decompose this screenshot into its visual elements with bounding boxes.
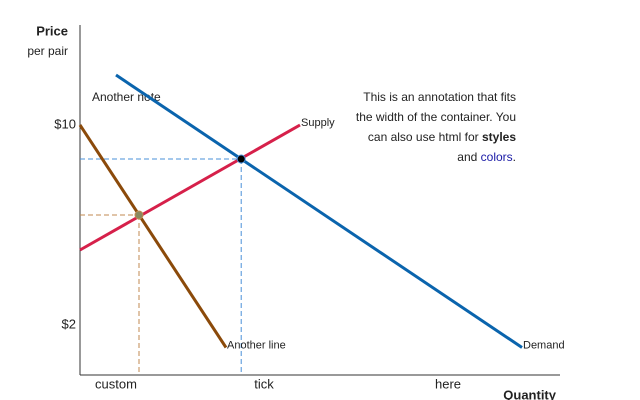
x-tick-label: here	[435, 376, 461, 391]
y-sublabel: per pair	[27, 44, 68, 58]
point	[236, 154, 246, 164]
y-tick-label: $2	[62, 316, 76, 331]
annotation: the width of the container. You	[356, 110, 516, 124]
series-line	[78, 124, 228, 349]
x-tick-label: tick	[254, 376, 274, 391]
point	[134, 210, 144, 220]
y-tick-label: $10	[54, 116, 76, 131]
x-tick-label: custom	[95, 376, 137, 391]
series-label: Demand	[523, 339, 565, 351]
annotation: This is an annotation that fits	[363, 90, 516, 104]
annotation-colored: colors	[481, 150, 513, 164]
series-line	[79, 123, 301, 252]
annotation-text: .	[513, 150, 516, 164]
series-line	[115, 73, 523, 349]
series-label: Supply	[301, 117, 335, 129]
annotation-bold: styles	[482, 130, 516, 144]
y-label: Price	[36, 23, 68, 38]
annotation-text: can also use html for	[368, 130, 482, 144]
x-label: Quantity	[503, 387, 556, 400]
annotation-text: and	[457, 150, 480, 164]
annotation: can also use html for styles	[368, 130, 516, 144]
annotation: and colors.	[457, 150, 516, 164]
series-label: Another line	[227, 339, 286, 351]
